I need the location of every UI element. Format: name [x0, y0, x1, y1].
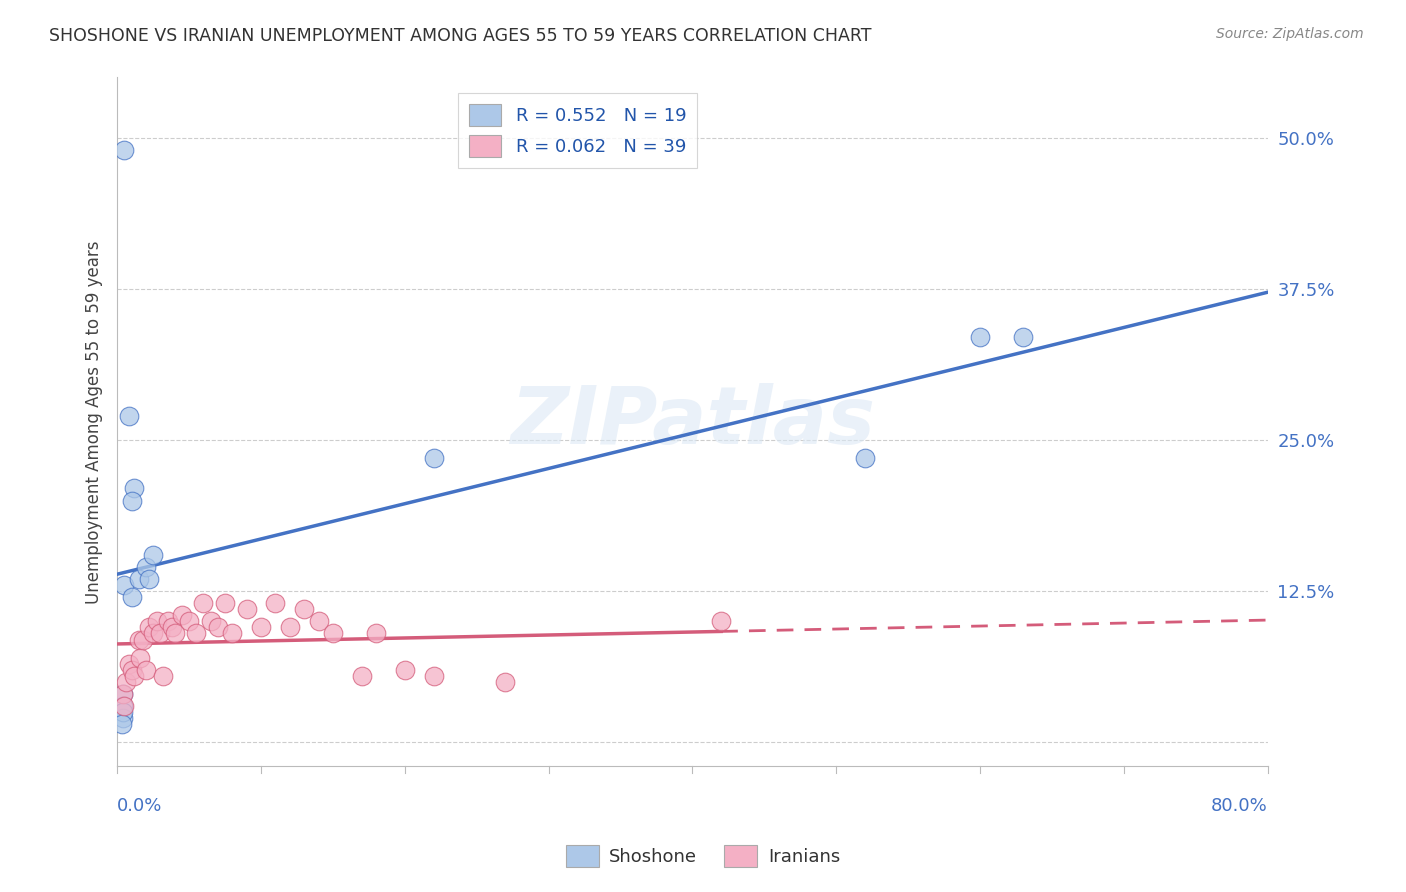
Point — [177, 615, 200, 629]
Point — [308, 615, 330, 629]
Point — [121, 493, 143, 508]
Point — [111, 711, 134, 725]
Point — [124, 669, 146, 683]
Point — [163, 626, 186, 640]
Point — [112, 143, 135, 157]
Point — [292, 602, 315, 616]
Point — [142, 626, 165, 640]
Point — [152, 669, 174, 683]
Point — [111, 687, 134, 701]
Point — [221, 626, 243, 640]
Point — [135, 560, 157, 574]
Point — [422, 669, 444, 683]
Point — [207, 620, 229, 634]
Point — [112, 698, 135, 713]
Point — [186, 626, 208, 640]
Point — [142, 548, 165, 562]
Legend: R = 0.552   N = 19, R = 0.062   N = 39: R = 0.552 N = 19, R = 0.062 N = 39 — [458, 94, 697, 168]
Point — [495, 674, 517, 689]
Point — [128, 632, 150, 647]
Point — [138, 572, 160, 586]
Point — [111, 687, 134, 701]
Text: ZIPatlas: ZIPatlas — [510, 383, 875, 461]
Point — [364, 626, 387, 640]
Point — [969, 330, 991, 344]
Point — [111, 705, 134, 719]
Point — [853, 451, 876, 466]
Point — [394, 663, 416, 677]
Point — [124, 482, 146, 496]
Text: SHOSHONE VS IRANIAN UNEMPLOYMENT AMONG AGES 55 TO 59 YEARS CORRELATION CHART: SHOSHONE VS IRANIAN UNEMPLOYMENT AMONG A… — [49, 27, 872, 45]
Point — [132, 632, 155, 647]
Point — [322, 626, 344, 640]
Point — [114, 674, 136, 689]
Point — [200, 615, 222, 629]
Point — [128, 572, 150, 586]
Point — [121, 663, 143, 677]
Text: 80.0%: 80.0% — [1211, 797, 1268, 814]
Point — [112, 578, 135, 592]
Point — [110, 717, 132, 731]
Y-axis label: Unemployment Among Ages 55 to 59 years: Unemployment Among Ages 55 to 59 years — [86, 240, 103, 604]
Point — [138, 620, 160, 634]
Point — [156, 615, 179, 629]
Point — [264, 596, 287, 610]
Point — [121, 591, 143, 605]
Point — [193, 596, 215, 610]
Point — [160, 620, 183, 634]
Point — [1012, 330, 1035, 344]
Text: Source: ZipAtlas.com: Source: ZipAtlas.com — [1216, 27, 1364, 41]
Point — [129, 650, 152, 665]
Point — [422, 451, 444, 466]
Point — [118, 657, 141, 671]
Legend: Shoshone, Iranians: Shoshone, Iranians — [558, 838, 848, 874]
Point — [250, 620, 273, 634]
Point — [111, 698, 134, 713]
Point — [146, 615, 169, 629]
Point — [149, 626, 172, 640]
Point — [214, 596, 236, 610]
Point — [710, 615, 733, 629]
Point — [278, 620, 301, 634]
Point — [350, 669, 373, 683]
Point — [135, 663, 157, 677]
Text: 0.0%: 0.0% — [117, 797, 163, 814]
Point — [235, 602, 257, 616]
Point — [170, 608, 193, 623]
Point — [118, 409, 141, 423]
